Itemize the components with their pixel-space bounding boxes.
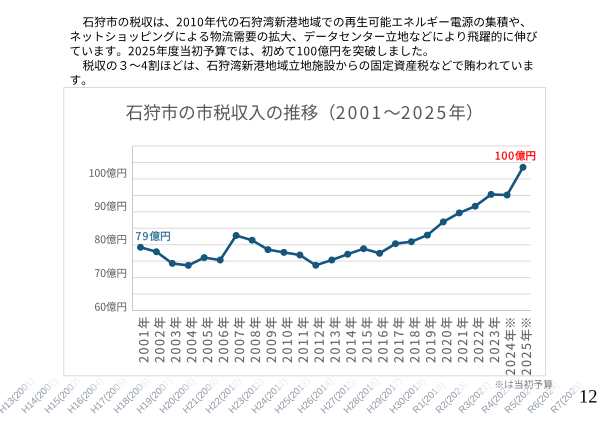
svg-text:12: 12 [579,388,598,408]
